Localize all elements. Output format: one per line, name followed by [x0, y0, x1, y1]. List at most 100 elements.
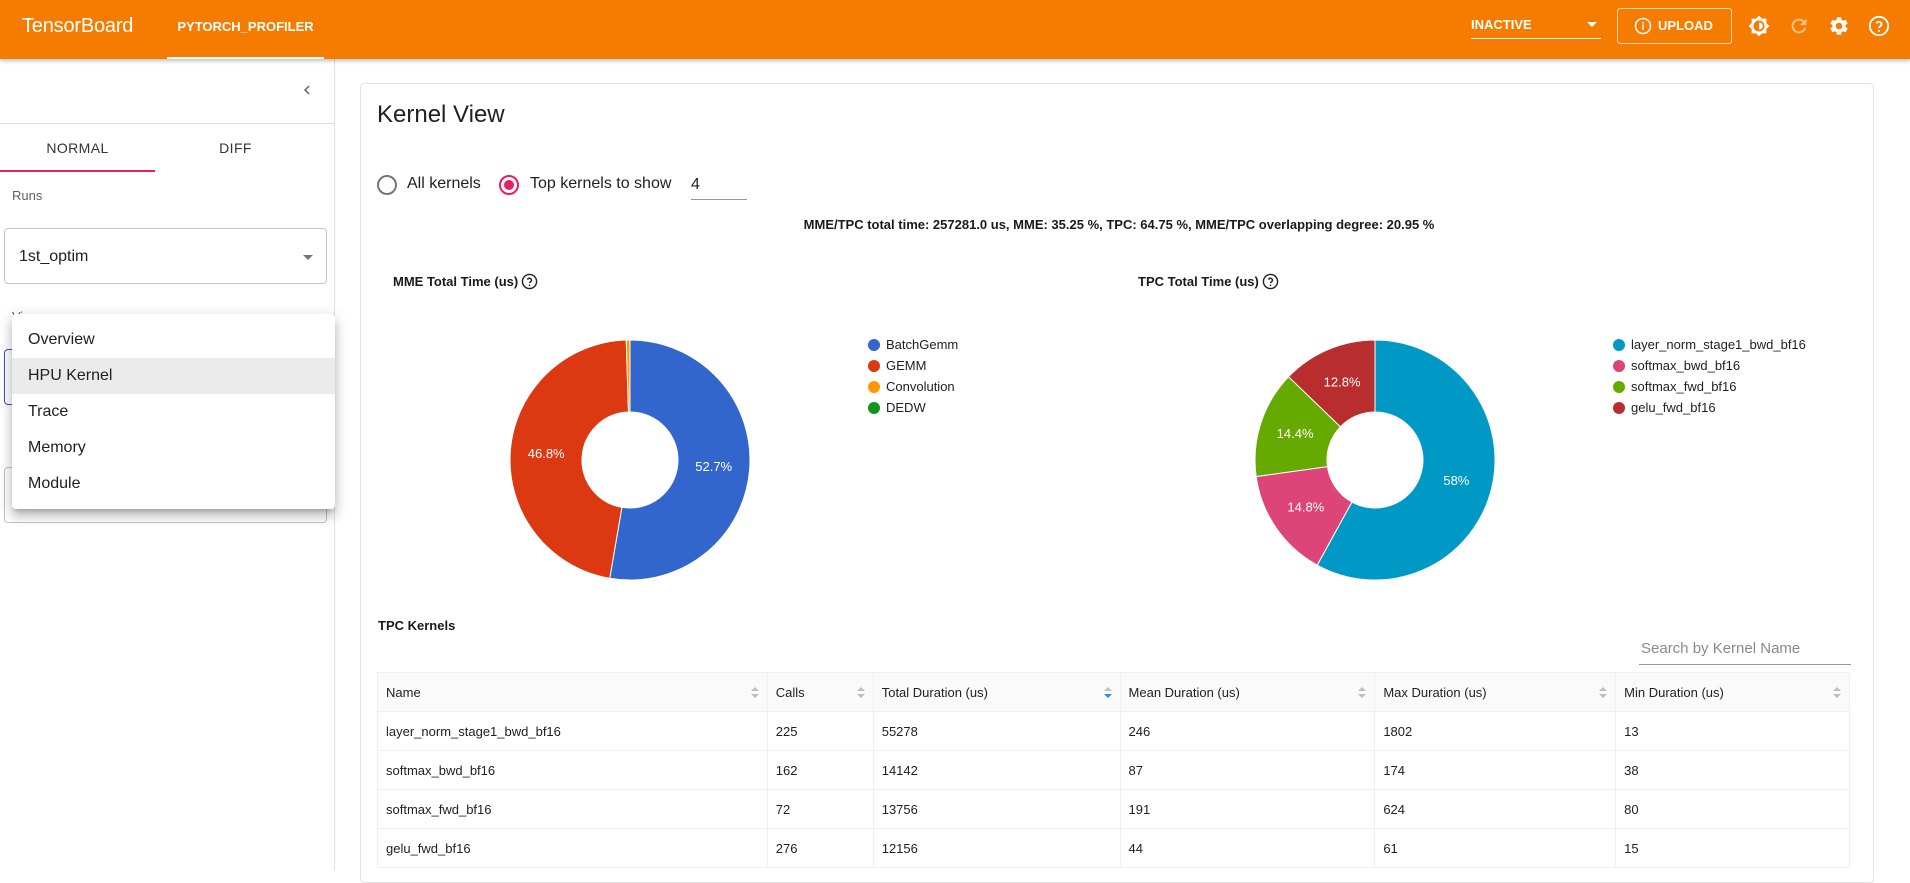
- brightness-icon[interactable]: [1748, 15, 1770, 37]
- legend-label: gelu_fwd_bf16: [1631, 400, 1716, 415]
- pie-slice[interactable]: [1316, 339, 1496, 581]
- menu-item-overview[interactable]: Overview: [28, 331, 95, 348]
- sort-icon: [1358, 687, 1367, 699]
- legend-swatch: [868, 339, 880, 351]
- sort-icon: [856, 687, 865, 699]
- inactive-plugins-select[interactable]: INACTIVE: [1471, 13, 1601, 39]
- legend-swatch: [868, 360, 880, 372]
- top-kernels-input[interactable]: 4: [691, 172, 747, 200]
- column-header-min-duration[interactable]: Min Duration (us): [1615, 672, 1850, 712]
- help-icon[interactable]: [521, 273, 538, 290]
- slice-label: 52.7%: [695, 459, 732, 474]
- legend-label: layer_norm_stage1_bwd_bf16: [1631, 337, 1806, 352]
- legend-item[interactable]: DEDW: [868, 397, 958, 418]
- legend-item[interactable]: gelu_fwd_bf16: [1613, 397, 1806, 418]
- column-header-calls[interactable]: Calls: [766, 672, 874, 712]
- tab-diff[interactable]: DIFF: [219, 140, 252, 156]
- run-select[interactable]: 1st_optim: [4, 228, 327, 284]
- tpc-chart-title: TPC Total Time (us): [1138, 274, 1259, 289]
- legend-swatch: [1613, 381, 1625, 393]
- cell-max-duration: 1802: [1374, 711, 1617, 751]
- column-header-label: Max Duration (us): [1383, 684, 1487, 700]
- table-row[interactable]: gelu_fwd_bf16 276 12156 44 61 15: [377, 828, 1850, 868]
- legend-item[interactable]: GEMM: [868, 355, 958, 376]
- cell-total-duration: 13756: [872, 789, 1121, 829]
- mme-tpc-summary: MME/TPC total time: 257281.0 us, MME: 35…: [803, 217, 1435, 232]
- legend-swatch: [1613, 402, 1625, 414]
- legend-item[interactable]: softmax_fwd_bf16: [1613, 376, 1806, 397]
- upload-label: UPLOAD: [1658, 18, 1713, 33]
- cell-max-duration: 61: [1374, 828, 1617, 868]
- radio-all-kernels[interactable]: [377, 175, 397, 195]
- legend-item[interactable]: BatchGemm: [868, 334, 958, 355]
- cell-name: layer_norm_stage1_bwd_bf16: [377, 711, 768, 751]
- cell-total-duration: 55278: [872, 711, 1121, 751]
- table-header-row: Name Calls Total Duration (us) Mean Dura…: [377, 672, 1850, 712]
- cell-mean-duration: 44: [1119, 828, 1376, 868]
- legend-swatch: [1613, 339, 1625, 351]
- cell-mean-duration: 246: [1119, 711, 1376, 751]
- legend-item[interactable]: Convolution: [868, 376, 958, 397]
- cell-total-duration: 12156: [872, 828, 1121, 868]
- tpc-legend: layer_norm_stage1_bwd_bf16 softmax_bwd_bf…: [1613, 334, 1806, 418]
- table-row[interactable]: layer_norm_stage1_bwd_bf16 225 55278 246…: [377, 711, 1850, 751]
- pie-slice[interactable]: [625, 339, 631, 413]
- table-row[interactable]: softmax_bwd_bf16 162 14142 87 174 38: [377, 750, 1850, 790]
- pie-slice[interactable]: [1255, 466, 1353, 566]
- tpc-kernels-table: Name Calls Total Duration (us) Mean Dura…: [377, 672, 1850, 868]
- page-title: Kernel View: [377, 101, 505, 128]
- radio-top-kernels-label[interactable]: Top kernels to show: [530, 175, 672, 192]
- slice-label: 14.4%: [1277, 426, 1314, 441]
- legend-item[interactable]: layer_norm_stage1_bwd_bf16: [1613, 334, 1806, 355]
- cell-calls: 225: [766, 711, 874, 751]
- inactive-select-value: INACTIVE: [1471, 17, 1532, 32]
- settings-icon[interactable]: [1828, 15, 1850, 37]
- mme-donut-chart: 52.7% 46.8%: [509, 339, 751, 581]
- column-header-label: Mean Duration (us): [1128, 684, 1240, 700]
- column-header-total-duration[interactable]: Total Duration (us): [872, 672, 1121, 712]
- cell-name: gelu_fwd_bf16: [377, 828, 768, 868]
- pie-slice[interactable]: [609, 339, 751, 581]
- sort-desc-icon: [1103, 687, 1112, 699]
- legend-item[interactable]: softmax_bwd_bf16: [1613, 355, 1806, 376]
- chevron-down-icon: [303, 255, 313, 260]
- pie-slice[interactable]: [1287, 339, 1376, 428]
- menu-item-memory[interactable]: Memory: [28, 439, 86, 456]
- menu-item-module[interactable]: Module: [28, 475, 81, 492]
- menu-item-hpu-kernel[interactable]: HPU Kernel: [12, 358, 335, 394]
- column-header-max-duration[interactable]: Max Duration (us): [1374, 672, 1617, 712]
- legend-swatch: [868, 381, 880, 393]
- table-row[interactable]: softmax_fwd_bf16 72 13756 191 624 80: [377, 789, 1850, 829]
- help-icon[interactable]: [1262, 273, 1279, 290]
- kernel-search-input[interactable]: [1639, 633, 1851, 663]
- tab-normal[interactable]: NORMAL: [0, 124, 155, 172]
- top-kernels-value: 4: [691, 176, 700, 193]
- legend-label: softmax_bwd_bf16: [1631, 358, 1741, 373]
- radio-top-kernels[interactable]: [499, 175, 519, 195]
- cell-calls: 162: [766, 750, 874, 790]
- refresh-icon[interactable]: [1788, 15, 1810, 37]
- cell-calls: 72: [766, 789, 874, 829]
- mme-legend: BatchGemm GEMM Convolution DEDW: [868, 334, 958, 418]
- legend-swatch: [1613, 360, 1625, 372]
- app-title: TensorBoard: [22, 15, 134, 37]
- tab-pytorch-profiler[interactable]: PYTORCH_PROFILER: [167, 0, 324, 59]
- column-header-label: Name: [386, 684, 421, 700]
- legend-label: softmax_fwd_bf16: [1631, 379, 1737, 394]
- kernel-search[interactable]: [1639, 633, 1851, 665]
- pie-slice[interactable]: [509, 339, 630, 579]
- menu-item-trace[interactable]: Trace: [28, 403, 69, 420]
- cell-mean-duration: 191: [1119, 789, 1376, 829]
- sort-icon: [1599, 687, 1608, 699]
- upload-button[interactable]: UPLOAD: [1617, 8, 1732, 44]
- help-icon[interactable]: [1868, 15, 1890, 37]
- column-header-label: Total Duration (us): [881, 684, 988, 700]
- cell-min-duration: 38: [1615, 750, 1850, 790]
- radio-all-kernels-label[interactable]: All kernels: [407, 175, 481, 192]
- chevron-down-icon: [1587, 22, 1597, 27]
- tpc-donut-chart: 58% 14.8% 14.4% 12.8%: [1254, 339, 1496, 581]
- column-header-mean-duration[interactable]: Mean Duration (us): [1119, 672, 1376, 712]
- chevron-left-icon[interactable]: [298, 81, 316, 99]
- slice-label: 58%: [1443, 473, 1469, 488]
- column-header-name[interactable]: Name: [377, 672, 768, 712]
